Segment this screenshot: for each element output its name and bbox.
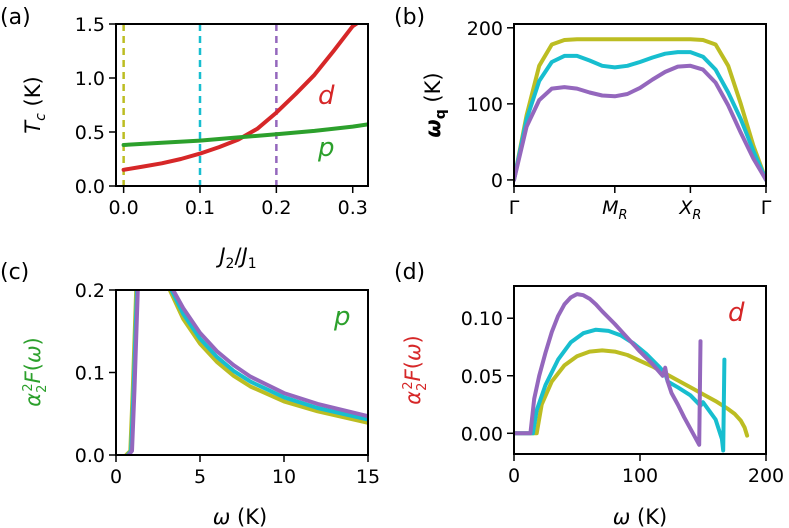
x-tick-label: 100 [622, 465, 658, 487]
x-tick-label: 15 [356, 466, 380, 488]
panel-a-frame [115, 23, 369, 187]
x-tick-label: 0 [508, 465, 520, 487]
series-line-0 [124, 290, 368, 455]
panel-d-ticks: 0 100 200 0.00 0.05 0.10 [461, 308, 784, 487]
y-tick-label: 100 [467, 94, 503, 116]
x-tick-label: 10 [272, 466, 296, 488]
panel-d-xlabel: ω (K) [613, 505, 667, 528]
panel-c-ylabel: α22F(ω) [21, 337, 50, 407]
x-tick-label: MR [602, 197, 627, 223]
y-tick-label: 200 [467, 18, 503, 40]
y-tick-label: 0.2 [75, 280, 105, 302]
panel-d-plot-area [514, 292, 750, 453]
y-tick-label: 0.00 [461, 423, 503, 445]
x-tick-label: 0.0 [109, 197, 139, 219]
y-tick-label: 0 [491, 170, 503, 192]
panel-c-label: (c) [0, 260, 29, 285]
x-tick-label: Γ [509, 197, 520, 219]
y-tick-label: 0.5 [75, 122, 105, 144]
panel-a-ticks: 0.0 0.1 0.2 0.3 0.0 0.5 1.0 1.5 [75, 14, 368, 219]
x-tick-label: 0.3 [338, 197, 368, 219]
y-tick-label: 0.10 [461, 308, 503, 330]
series-line-1 [514, 327, 727, 453]
panel-d: (d) 0 100 200 0.00 0.05 0.10 ω (K) α22F(ω) d [394, 260, 784, 528]
series-line-1 [125, 290, 368, 455]
series-line-0 [514, 37, 766, 182]
panel-d-ylabel: α22F(ω) [401, 335, 430, 405]
panel-a-xlabel: J2/J1 [215, 244, 256, 272]
panel-c: (c) 0 5 10 15 0.0 0.1 0.2 ω (K) α22F(ω) p [0, 260, 380, 528]
y-tick-label: 0.0 [75, 445, 105, 467]
panel-c-xlabel: ω (K) [213, 505, 267, 528]
panel-c-plot-area [124, 290, 368, 455]
y-tick-label: 0.05 [461, 366, 503, 388]
panel-a-plot-area [121, 24, 368, 186]
x-tick-label: 0.2 [261, 197, 291, 219]
series-line-p [121, 122, 368, 147]
panel-a-series-label-d: d [318, 81, 335, 111]
series-line-d [121, 24, 360, 172]
panel-a: (a) 0.0 0.1 0.2 0.3 0.0 0.5 1.0 1.5 J2/J1 Tc (K… [0, 5, 369, 272]
panel-c-ticks: 0 5 10 15 0.0 0.1 0.2 [75, 280, 380, 488]
panel-a-ylabel: Tc (K) [21, 76, 49, 133]
panel-c-annotation: p [333, 302, 351, 332]
panel-b-ylabel: ωq (K) [421, 72, 449, 137]
series-line-2 [514, 63, 766, 182]
x-tick-label: 0.1 [185, 197, 215, 219]
series-line-2 [514, 292, 703, 447]
panel-b-plot-area [514, 37, 766, 182]
x-tick-label: XR [678, 197, 701, 223]
y-tick-label: 0.1 [75, 363, 105, 385]
y-tick-label: 1.0 [75, 68, 105, 90]
series-line-0 [514, 348, 750, 438]
panel-d-annotation: d [728, 298, 745, 328]
panel-b-frame [513, 23, 767, 187]
panel-b-label: (b) [394, 5, 425, 30]
x-tick-label: 5 [194, 466, 206, 488]
series-line-1 [514, 50, 766, 182]
x-tick-label: 200 [748, 465, 784, 487]
panel-a-label: (a) [0, 5, 31, 30]
x-tick-label: Γ [761, 197, 772, 219]
y-tick-label: 1.5 [75, 14, 105, 36]
x-tick-label: 0 [110, 466, 122, 488]
series-line-2 [126, 290, 368, 455]
panel-a-series-label-p: p [317, 133, 335, 163]
panel-d-label: (d) [394, 260, 425, 285]
y-tick-label: 0.0 [75, 176, 105, 198]
